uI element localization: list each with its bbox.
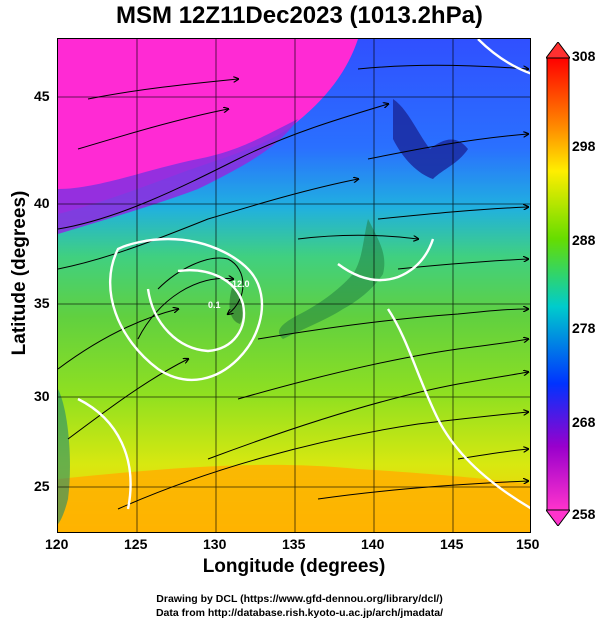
contour-label-high: 12.0 <box>232 279 250 289</box>
cold-air-region <box>58 39 358 214</box>
cold-air-transition <box>58 119 298 234</box>
colorbar-bottom-arrow <box>545 509 571 527</box>
credit-data: Data from http://database.rish.kyoto-u.a… <box>155 607 444 619</box>
y-tick-45: 45 <box>34 88 50 104</box>
x-tick-125: 125 <box>124 536 148 552</box>
colorbar-gradient <box>546 57 570 511</box>
x-tick-145: 145 <box>440 536 464 552</box>
hokkaido-land <box>393 99 468 179</box>
taiwan-land <box>58 389 70 524</box>
colorbar <box>545 41 571 527</box>
colorbar-top-arrow <box>545 41 571 59</box>
x-tick-140: 140 <box>361 536 385 552</box>
warm-air-region <box>58 464 530 532</box>
y-tick-25: 25 <box>34 478 50 494</box>
y-axis-label: Latitude (degrees) <box>9 190 30 356</box>
x-axis-label: Longitude (degrees) <box>202 556 386 577</box>
x-tick-120: 120 <box>45 536 69 552</box>
x-tick-130: 130 <box>203 536 227 552</box>
x-tick-135: 135 <box>282 536 306 552</box>
grid-lines <box>58 39 530 532</box>
colorbar-label-308: 308 <box>572 48 596 64</box>
x-tick-150: 150 <box>516 536 540 552</box>
temperature-map <box>57 38 531 533</box>
colorbar-label-278: 278 <box>572 320 596 336</box>
y-tick-30: 30 <box>34 388 50 404</box>
colorbar-label-258: 258 <box>572 506 596 522</box>
pressure-contours <box>77 39 530 510</box>
contour-label-low: 0.1 <box>208 300 221 310</box>
map-title: MSM 12Z11Dec2023 (1013.2hPa) <box>116 2 483 29</box>
credit-drawing: Drawing by DCL (https://www.gfd-dennou.o… <box>156 593 443 605</box>
colorbar-label-268: 268 <box>572 414 596 430</box>
colorbar-label-298: 298 <box>572 138 596 154</box>
colorbar-label-288: 288 <box>572 232 596 248</box>
y-tick-40: 40 <box>34 195 50 211</box>
y-tick-35: 35 <box>34 295 50 311</box>
